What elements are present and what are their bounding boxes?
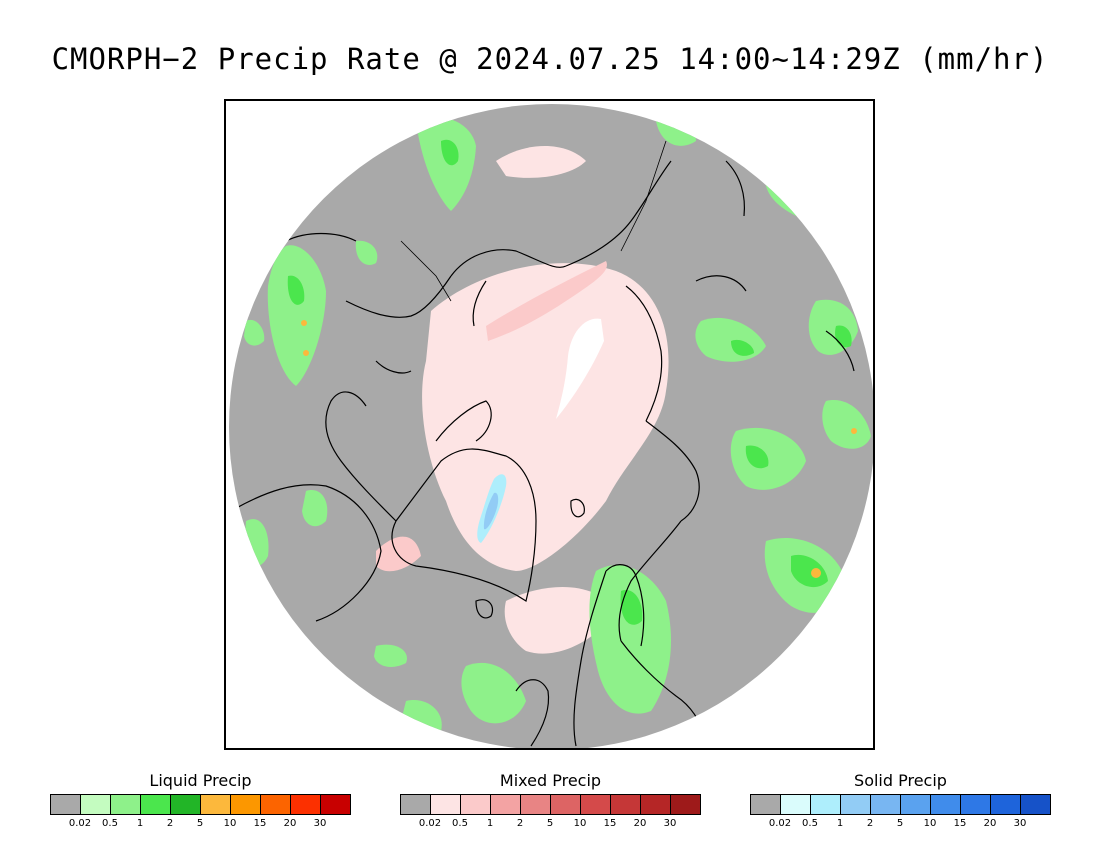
legend-swatch <box>81 795 111 815</box>
legend-tick-label: 1 <box>486 818 494 829</box>
legend-swatch <box>291 795 321 815</box>
liquid-precip-cores <box>287 139 852 625</box>
legend-tick-label: 0.02 <box>768 818 792 829</box>
legend-tick-label: 0.02 <box>68 818 92 829</box>
legend-swatch <box>551 795 581 815</box>
legend-swatch <box>141 795 171 815</box>
legend-swatch <box>491 795 521 815</box>
legend-swatch <box>611 795 641 815</box>
precip-map <box>229 104 873 748</box>
legend-swatch <box>751 795 781 815</box>
color-scale <box>50 794 351 815</box>
legend-swatch <box>991 795 1021 815</box>
legend-swatch <box>871 795 901 815</box>
no-data-wedge <box>556 318 604 419</box>
legend-swatch <box>901 795 931 815</box>
legend-tick-label: 10 <box>573 818 587 829</box>
legend-liquid-precip: Liquid Precip 0.02 0.5 1 2 5 10 15 20 30 <box>50 772 351 831</box>
tick-labels: 0.02 0.5 1 2 5 10 15 20 30 <box>400 815 701 831</box>
legend-title: Mixed Precip <box>499 771 602 790</box>
legend-swatch <box>431 795 461 815</box>
solid-precip-greenland-core <box>483 492 499 530</box>
legend-swatch <box>51 795 81 815</box>
legend-tick-label: 5 <box>896 818 904 829</box>
legend-tick-label: 30 <box>313 818 327 829</box>
legend-tick-label: 20 <box>633 818 647 829</box>
legend-tick-label: 0.02 <box>418 818 442 829</box>
legend-swatch <box>231 795 261 815</box>
legend-mixed-precip: Mixed Precip 0.02 0.5 1 2 5 10 15 20 30 <box>400 772 701 831</box>
precip-map-frame <box>224 99 875 750</box>
legend-tick-label: 15 <box>253 818 267 829</box>
legend-tick-label: 20 <box>283 818 297 829</box>
legend-swatch <box>581 795 611 815</box>
mixed-precip-greenland-west <box>376 536 421 572</box>
legend-tick-label: 10 <box>923 818 937 829</box>
mixed-precip-arctic <box>422 263 669 571</box>
color-scale <box>750 794 1051 815</box>
legend-swatch <box>841 795 871 815</box>
legend-swatch <box>811 795 841 815</box>
legend-swatch <box>111 795 141 815</box>
legend-swatch <box>201 795 231 815</box>
legend-swatch <box>261 795 291 815</box>
legend-swatch <box>171 795 201 815</box>
legend-tick-label: 2 <box>866 818 874 829</box>
legend-swatch <box>401 795 431 815</box>
legend-tick-label: 30 <box>663 818 677 829</box>
mixed-precip-atlantic <box>504 587 616 654</box>
legend-tick-label: 0.5 <box>452 818 468 829</box>
legend-swatch <box>461 795 491 815</box>
legend-tick-label: 2 <box>516 818 524 829</box>
tick-labels: 0.02 0.5 1 2 5 10 15 20 30 <box>750 815 1051 831</box>
legend-swatch <box>641 795 671 815</box>
legend-tick-label: 30 <box>1013 818 1027 829</box>
tick-labels: 0.02 0.5 1 2 5 10 15 20 30 <box>50 815 351 831</box>
legend-tick-label: 1 <box>836 818 844 829</box>
legend-swatch <box>321 795 351 815</box>
legend-tick-label: 10 <box>223 818 237 829</box>
political-borders <box>400 140 667 302</box>
legend-swatch <box>781 795 811 815</box>
legend-tick-label: 0.5 <box>802 818 818 829</box>
legend-tick-label: 5 <box>196 818 204 829</box>
legend-swatch <box>931 795 961 815</box>
legend-swatch <box>671 795 701 815</box>
legend-solid-precip: Solid Precip 0.02 0.5 1 2 5 10 15 20 30 <box>750 772 1051 831</box>
legend-tick-label: 0.5 <box>102 818 118 829</box>
legend-tick-label: 5 <box>546 818 554 829</box>
legend-title: Liquid Precip <box>149 771 252 790</box>
mixed-precip-band <box>486 261 607 341</box>
liquid-precip-heavy <box>301 320 857 578</box>
legend-swatch <box>521 795 551 815</box>
legend-tick-label: 2 <box>166 818 174 829</box>
legend-tick-label: 15 <box>953 818 967 829</box>
legend-tick-label: 20 <box>983 818 997 829</box>
map-title: CMORPH−2 Precip Rate @ 2024.07.25 14:00~… <box>51 42 1049 76</box>
legend-swatch <box>1021 795 1051 815</box>
legend-tick-label: 1 <box>136 818 144 829</box>
color-scale <box>400 794 701 815</box>
mixed-precip-siberia <box>496 146 586 178</box>
legend-swatch <box>961 795 991 815</box>
legend-title: Solid Precip <box>854 771 947 790</box>
legend-tick-label: 15 <box>603 818 617 829</box>
